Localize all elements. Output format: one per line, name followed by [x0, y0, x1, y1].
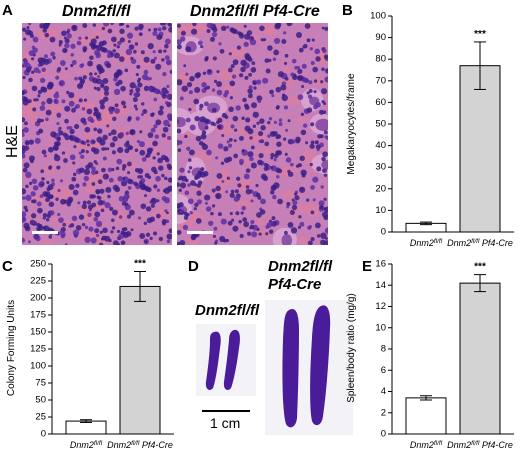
y-tick-label: 2	[381, 407, 386, 418]
y-tick-label: 250	[30, 259, 46, 270]
panel-label-c: C	[2, 258, 13, 275]
y-tick-label: 0	[381, 429, 386, 440]
y-tick-label: 175	[30, 310, 46, 321]
y-tick-label: 16	[375, 259, 386, 270]
spleen-photo-control	[196, 324, 256, 396]
y-tick-label: 200	[30, 293, 46, 304]
spleen-label-ko-line1: Dnm2fl/fl	[268, 258, 333, 275]
spleen-label-ko-line2: Pf4-Cre	[268, 276, 322, 293]
x-tick-label: Dnm2fl/fl Pf4-Cre	[447, 440, 513, 451]
y-tick-label: 20	[375, 183, 386, 194]
panel-label-d: D	[188, 258, 199, 275]
y-tick-label: 40	[375, 140, 386, 151]
y-tick-label: 50	[35, 395, 46, 406]
y-tick-label: 8	[381, 344, 386, 355]
panel-label-b: B	[342, 2, 353, 19]
panel-a-title-right: Dnm2fl/fl Pf4-Cre	[190, 3, 320, 20]
micrograph-scale-bar	[187, 231, 213, 234]
panel-label-e: E	[362, 258, 373, 275]
bar	[119, 285, 161, 435]
y-axis-label: Colony Forming Units	[6, 300, 17, 396]
y-tick-label: 6	[381, 365, 386, 376]
y-tick-label: 4	[381, 386, 386, 397]
panel-label-a: A	[2, 2, 13, 19]
panel-a-title-left: Dnm2fl/fl	[62, 3, 131, 20]
significance-marker: ***	[474, 262, 486, 273]
bar	[405, 397, 447, 435]
x-tick-label: Dnm2fl/fl	[410, 440, 443, 451]
bar	[459, 65, 501, 233]
he-stain-label: H&E	[4, 125, 21, 158]
micrograph-scale-bar	[32, 231, 58, 234]
y-tick-label: 225	[30, 276, 46, 287]
y-tick-label: 0	[41, 429, 46, 440]
significance-marker: ***	[134, 258, 146, 269]
chart-b: 0 10 20 30 40 50 60 70 80 90 100 Megakaryocytes/fra…	[346, 11, 514, 249]
y-tick-label: 30	[375, 162, 386, 173]
y-tick-label: 70	[375, 75, 386, 86]
y-axis-label: Spleen/body ratio (mg/g)	[346, 293, 357, 403]
chart-e: 0 2 4 6 8 10 12 14 16 Spleen/body ratio (mg/g) Dnm…	[346, 259, 514, 451]
scale-bar-text: 1 cm	[210, 415, 241, 431]
y-tick-label: 0	[381, 227, 386, 238]
y-tick-label: 125	[30, 344, 46, 355]
y-tick-label: 80	[375, 54, 386, 65]
y-tick-label: 90	[375, 32, 386, 43]
y-tick-label: 100	[370, 11, 386, 22]
y-tick-label: 60	[375, 97, 386, 108]
y-tick-label: 25	[35, 412, 46, 423]
y-axis-label: Megakaryocytes/frame	[346, 73, 357, 175]
x-tick-label: Dnm2fl/fl Pf4-Cre	[447, 238, 513, 249]
y-tick-label: 14	[375, 280, 386, 291]
spleen-label-control: Dnm2fl/fl	[195, 302, 260, 319]
micrograph-control	[22, 23, 172, 245]
bar	[459, 282, 501, 435]
y-tick-label: 10	[375, 205, 386, 216]
micrograph-knockout	[177, 23, 328, 245]
y-tick-label: 12	[375, 301, 386, 312]
x-tick-label: Dnm2fl/fl Pf4-Cre	[107, 440, 173, 451]
spleen-photo-knockout	[265, 300, 353, 435]
scale-bar	[202, 410, 250, 412]
y-tick-label: 150	[30, 327, 46, 338]
bar	[65, 420, 107, 435]
y-tick-label: 50	[375, 119, 386, 130]
significance-marker: ***	[474, 29, 486, 40]
y-tick-label: 10	[375, 322, 386, 333]
y-tick-label: 100	[30, 361, 46, 372]
x-tick-label: Dnm2fl/fl	[410, 238, 443, 249]
x-tick-label: Dnm2fl/fl	[70, 440, 103, 451]
y-tick-label: 75	[35, 378, 46, 389]
chart-c: 0 25 50 75 100 125 150 175 200 225 250 Colony Formi…	[6, 258, 174, 451]
